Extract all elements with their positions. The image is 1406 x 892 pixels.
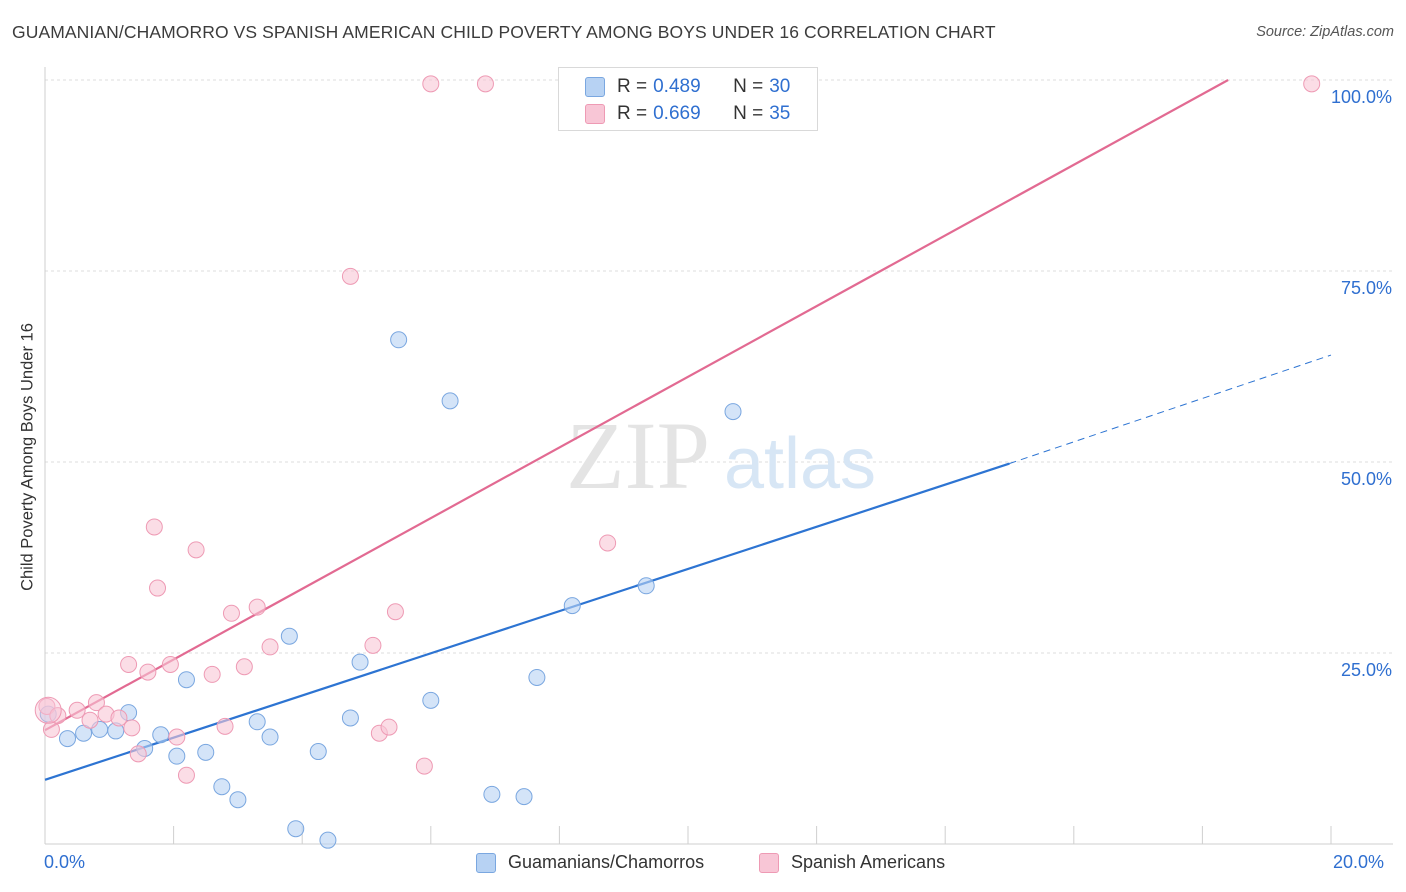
- point-spanish: [235, 658, 253, 676]
- point-guamanian: [59, 730, 77, 748]
- series-swatch-pink: [759, 852, 779, 873]
- point-guamanian: [229, 791, 247, 809]
- legend-swatch-blue: [585, 77, 605, 97]
- point-spanish: [380, 718, 398, 736]
- legend-n-label: N =: [733, 76, 764, 97]
- trend-line-spanish: [44, 79, 1229, 732]
- point-guamanian: [724, 403, 742, 421]
- axes: [44, 67, 1393, 845]
- y-tick-label-75: 75.0%: [1340, 278, 1392, 298]
- trend-line-guamanian: [44, 462, 1010, 781]
- y-tick-label-50: 50.0%: [1340, 469, 1392, 489]
- point-spanish: [177, 766, 195, 784]
- point-guamanian: [390, 331, 408, 349]
- y-axis-label: Child Poverty Among Boys Under 16: [18, 323, 37, 591]
- point-spanish: [341, 267, 359, 285]
- point-guamanian: [341, 709, 359, 727]
- series-legend-guamanian: Guamanians/Chamorros: [476, 852, 704, 873]
- point-guamanian: [528, 668, 546, 686]
- point-guamanian: [152, 726, 170, 744]
- legend-row-guamanian: R = 0.489 N = 30: [585, 76, 790, 98]
- series-label-guamanian: Guamanians/Chamorros: [508, 852, 705, 872]
- point-guamanian: [197, 743, 215, 761]
- legend-row-spanish: R = 0.669 N = 35: [585, 103, 790, 125]
- point-guamanian: [515, 788, 533, 806]
- trend-line-guamanian-extension: [1009, 354, 1332, 465]
- point-spanish: [145, 518, 163, 536]
- point-spanish: [123, 719, 141, 737]
- point-spanish: [203, 665, 221, 683]
- point-spanish: [422, 75, 440, 93]
- point-spanish: [42, 720, 60, 738]
- point-spanish: [216, 717, 234, 735]
- point-guamanian: [309, 743, 327, 761]
- point-guamanian: [177, 671, 195, 689]
- point-spanish: [476, 75, 494, 93]
- watermark-zip: ZIP: [566, 402, 710, 509]
- y-tick-label-100: 100.0%: [1330, 87, 1392, 107]
- trend-lines: [44, 79, 1332, 781]
- point-guamanian: [563, 597, 581, 615]
- legend-r-label: R =: [617, 103, 648, 124]
- point-spanish: [222, 604, 240, 622]
- grid-lines: [45, 79, 1393, 654]
- watermark-atlas: atlas: [724, 424, 876, 504]
- point-spanish: [87, 694, 105, 712]
- point-spanish: [187, 541, 205, 559]
- point-spanish: [38, 697, 56, 715]
- legend-r-value: 0.489: [653, 76, 701, 97]
- legend-swatch-pink: [585, 104, 605, 124]
- point-spanish: [139, 663, 157, 681]
- point-spanish: [49, 707, 67, 725]
- legend-r-label: R =: [617, 76, 648, 97]
- watermark: ZIP atlas: [566, 402, 876, 509]
- point-spanish: [68, 701, 86, 719]
- point-spanish: [599, 534, 617, 552]
- chart-title: GUAMANIAN/CHAMORRO VS SPANISH AMERICAN C…: [12, 22, 996, 42]
- series-label-spanish: Spanish Americans: [791, 852, 946, 872]
- point-guamanian: [637, 577, 655, 595]
- point-spanish: [364, 636, 382, 654]
- point-guamanian: [248, 713, 266, 731]
- point-spanish: [149, 579, 167, 597]
- point-guamanian: [483, 785, 501, 803]
- point-guamanian: [441, 392, 459, 410]
- x-tick-label-min: 0.0%: [44, 852, 86, 872]
- point-guamanian: [168, 747, 186, 765]
- series-swatch-blue: [476, 852, 496, 873]
- point-spanish: [161, 655, 179, 673]
- point-guamanian: [280, 627, 298, 645]
- point-spanish: [1303, 75, 1321, 93]
- point-guamanian: [422, 691, 440, 709]
- x-tick-label-max: 20.0%: [1333, 852, 1385, 872]
- scatter-points: [34, 75, 1321, 849]
- point-spanish: [168, 728, 186, 746]
- point-spanish: [110, 709, 128, 727]
- series-legend-spanish: Spanish Americans: [759, 852, 945, 873]
- point-guamanian: [351, 653, 369, 671]
- legend-r-value: 0.669: [653, 103, 701, 124]
- legend-n-label: N =: [733, 103, 764, 124]
- point-guamanian: [261, 728, 279, 746]
- legend-n-value: 30: [769, 76, 791, 97]
- point-guamanian: [213, 778, 231, 796]
- point-guamanian: [287, 820, 305, 838]
- legend-n-value: 35: [769, 103, 791, 124]
- point-spanish: [261, 638, 279, 656]
- point-guamanian: [319, 831, 337, 849]
- point-spanish: [81, 711, 99, 729]
- point-spanish: [415, 757, 433, 775]
- point-spanish: [120, 655, 138, 673]
- point-spanish: [386, 603, 404, 621]
- point-spanish-cluster: [34, 696, 62, 724]
- y-tick-label-25: 25.0%: [1340, 660, 1392, 680]
- chart-source: Source: ZipAtlas.com: [1256, 24, 1394, 40]
- point-spanish: [248, 598, 266, 616]
- correlation-legend: R = 0.489 N = 30 R = 0.669 N = 35: [558, 67, 818, 131]
- point-spanish: [129, 745, 147, 763]
